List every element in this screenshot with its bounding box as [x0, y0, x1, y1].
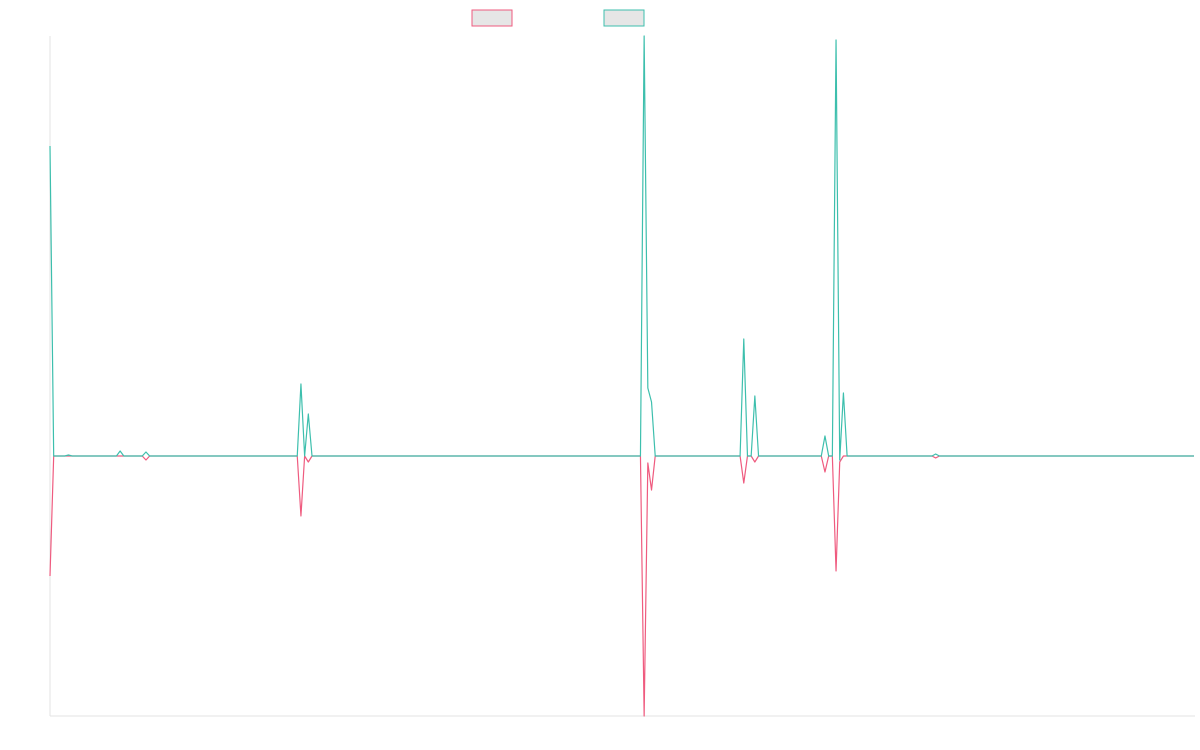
series-line	[49, 455, 1194, 717]
legend	[471, 9, 645, 27]
legend-swatch[interactable]	[603, 9, 645, 27]
legend-swatch[interactable]	[471, 9, 513, 27]
series-line	[49, 35, 1194, 461]
plot-area	[49, 35, 1194, 717]
